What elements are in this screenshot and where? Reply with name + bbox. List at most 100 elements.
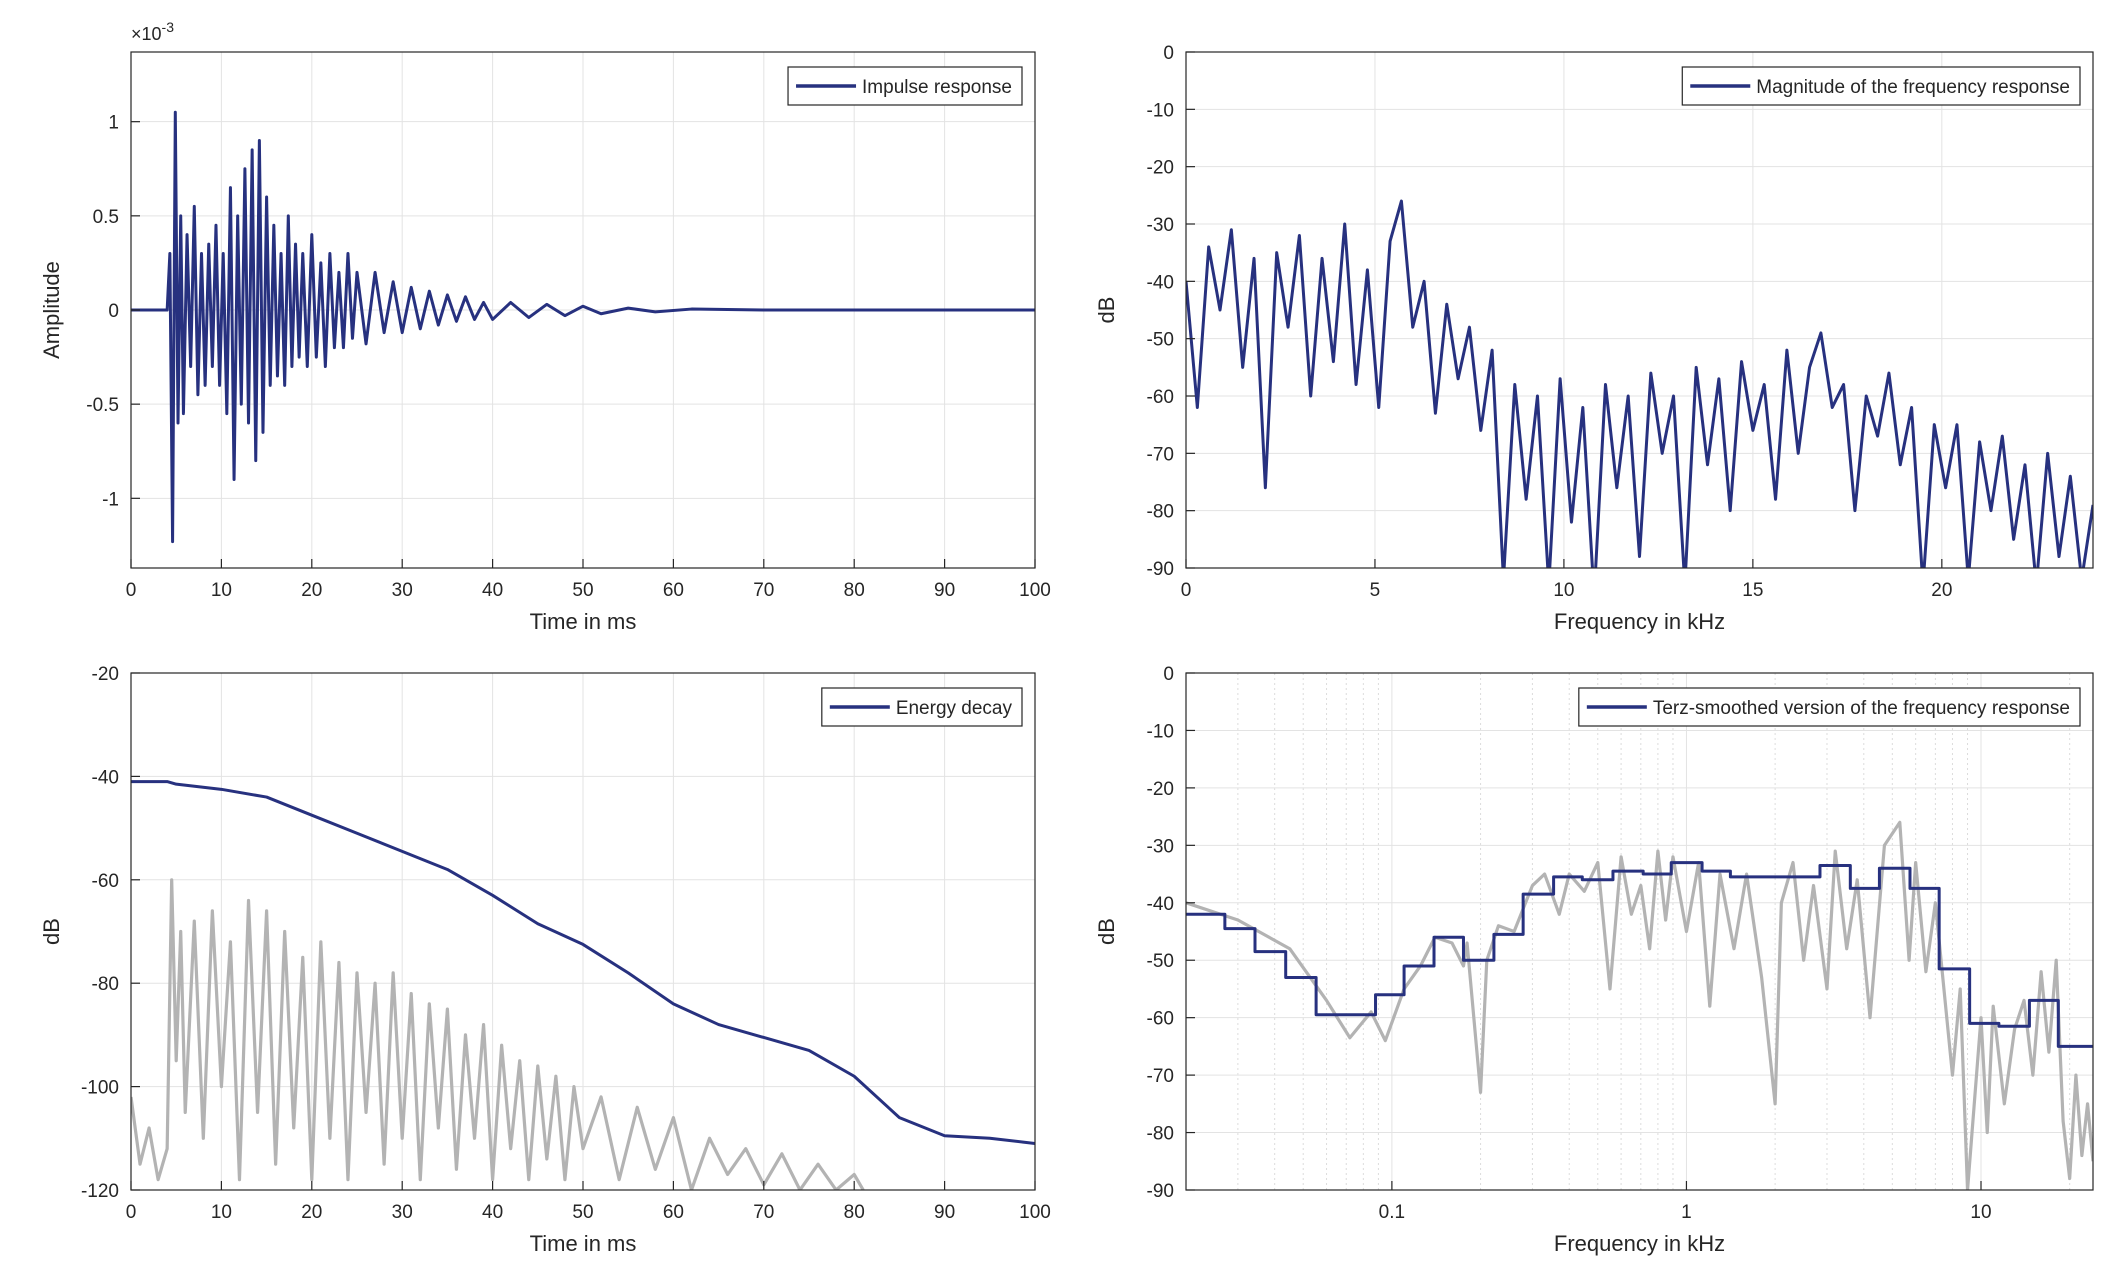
- y-axis-label: dB: [39, 918, 64, 945]
- y-tick-label: -60: [92, 871, 119, 892]
- legend: Terz-smoothed version of the frequency r…: [1578, 687, 2081, 727]
- y-tick-label: 0: [1163, 664, 1174, 685]
- y-tick-label: 1: [108, 113, 119, 134]
- x-tick-label: 30: [392, 580, 413, 601]
- y-tick-label: -20: [1147, 779, 1174, 800]
- legend-label: Terz-smoothed version of the frequency r…: [1653, 698, 2070, 719]
- x-tick-label: 80: [844, 580, 865, 601]
- y-tick-label: -10: [1147, 100, 1174, 121]
- y-axis-label: dB: [1094, 918, 1119, 945]
- y-tick-label: -80: [92, 974, 119, 995]
- axes-box: [1185, 672, 2094, 1191]
- x-tick-label: 20: [1931, 580, 1952, 601]
- legend: Energy decay: [821, 687, 1023, 727]
- x-tick-label: 40: [482, 580, 503, 601]
- series-group: [1186, 199, 2093, 568]
- x-axis-label: Time in ms: [530, 1231, 637, 1256]
- x-axis-label: Time in ms: [530, 609, 637, 634]
- y-tick-label: -60: [1147, 1009, 1174, 1030]
- legend-box: [787, 66, 1023, 106]
- x-tick-label: 10: [1970, 1202, 1991, 1223]
- series-line: [1186, 820, 2093, 1190]
- y-tick-label: -80: [1147, 1124, 1174, 1145]
- series-group: [1186, 820, 2093, 1190]
- x-tick-label: 90: [934, 1202, 955, 1223]
- x-tick-label: 70: [753, 580, 774, 601]
- x-tick-label: 100: [1019, 1202, 1051, 1223]
- y-tick-label: -40: [1147, 894, 1174, 915]
- x-tick-label: 40: [482, 1202, 503, 1223]
- y-tick-label: -50: [1147, 951, 1174, 972]
- axes-box: [1185, 51, 2094, 569]
- x-tick-label: 90: [934, 580, 955, 601]
- legend-label: Impulse response: [862, 77, 1012, 98]
- y-tick-label: -20: [1147, 158, 1174, 179]
- y-tick-label: 0.5: [93, 207, 119, 228]
- legend-label: Energy decay: [896, 698, 1013, 719]
- y-tick-label: -60: [1147, 387, 1174, 408]
- x-axis-label: Frequency in kHz: [1554, 609, 1725, 634]
- x-tick-label: 10: [211, 1202, 232, 1223]
- y-tick-label: -70: [1147, 444, 1174, 465]
- series-line: [131, 878, 865, 1190]
- x-tick-label: 15: [1742, 580, 1763, 601]
- legend: Magnitude of the frequency response: [1681, 66, 2081, 106]
- x-tick-label: 50: [572, 1202, 593, 1223]
- x-tick-label: 60: [663, 580, 684, 601]
- y-tick-label: -70: [1147, 1066, 1174, 1087]
- y-multiplier: ×10-3: [131, 19, 174, 44]
- x-tick-label: 5: [1370, 580, 1381, 601]
- x-tick-label: 1: [1681, 1202, 1692, 1223]
- legend: Impulse response: [787, 66, 1023, 106]
- x-tick-label: 10: [211, 580, 232, 601]
- axes: 0.1 1 10 0 -10 -20 -30 -40 -50 -60 -70 -80 -90 Freque…: [1094, 664, 2094, 1256]
- series-line: [131, 110, 1035, 544]
- x-axis-label: Frequency in kHz: [1554, 1231, 1725, 1256]
- y-tick-label: -20: [92, 664, 119, 685]
- series-line: [1186, 199, 2093, 568]
- x-tick-label: 0: [126, 1202, 137, 1223]
- y-tick-label: -100: [81, 1078, 119, 1099]
- x-tick-label: 70: [753, 1202, 774, 1223]
- y-tick-label: -10: [1147, 721, 1174, 742]
- x-tick-label: 80: [844, 1202, 865, 1223]
- y-tick-label: -80: [1147, 502, 1174, 523]
- series-group: [131, 780, 1035, 1190]
- series-line: [131, 780, 1035, 1145]
- y-axis-label: Amplitude: [39, 261, 64, 359]
- axes: 0 5 10 15 20 0 -10 -20 -30 -40 -50 -60 -70 -80 -90 Freq…: [1094, 43, 2094, 634]
- x-tick-label: 0: [126, 580, 137, 601]
- x-tick-label: 0.1: [1379, 1202, 1405, 1223]
- x-tick-label: 50: [572, 580, 593, 601]
- y-tick-label: -90: [1147, 1181, 1174, 1202]
- x-tick-label: 20: [301, 580, 322, 601]
- x-tick-label: 100: [1019, 580, 1051, 601]
- plot-area: [1186, 673, 2093, 1190]
- axes: 0 10 20 30 40 50 60 70 80 90 100 -1 -0.5 0 0.5 1 Time in…: [39, 19, 1051, 634]
- y-tick-label: -120: [81, 1181, 119, 1202]
- y-tick-label: -90: [1147, 559, 1174, 580]
- x-tick-label: 10: [1553, 580, 1574, 601]
- x-tick-label: 30: [392, 1202, 413, 1223]
- y-tick-label: -0.5: [86, 395, 119, 416]
- y-tick-label: -40: [1147, 272, 1174, 293]
- y-tick-label: -50: [1147, 330, 1174, 351]
- series-line: [1186, 861, 2093, 1048]
- y-tick-label: -30: [1147, 215, 1174, 236]
- x-tick-label: 0: [1181, 580, 1192, 601]
- y-multiplier-base: ×10: [131, 24, 162, 44]
- series-group: [131, 110, 1035, 544]
- y-tick-label: 0: [108, 301, 119, 322]
- y-tick-label: -40: [92, 767, 119, 788]
- y-multiplier-exponent: -3: [162, 19, 175, 35]
- y-axis-label: dB: [1094, 297, 1119, 324]
- x-tick-label: 60: [663, 1202, 684, 1223]
- y-tick-label: -1: [102, 489, 119, 510]
- legend-label: Magnitude of the frequency response: [1756, 77, 2070, 98]
- axes: 0 10 20 30 40 50 60 70 80 90 100 -20 -40 -60 -80 -100 -1…: [39, 664, 1051, 1256]
- y-tick-label: 0: [1163, 43, 1174, 64]
- x-tick-label: 20: [301, 1202, 322, 1223]
- plot-area: [1186, 52, 2093, 568]
